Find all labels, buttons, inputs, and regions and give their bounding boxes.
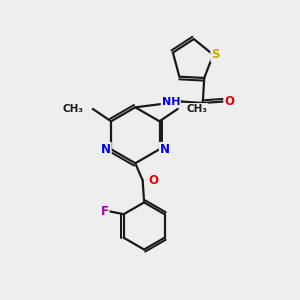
Text: N: N	[101, 143, 111, 156]
Text: NH: NH	[162, 97, 180, 106]
Text: F: F	[100, 205, 109, 218]
Text: O: O	[224, 95, 234, 108]
Text: S: S	[211, 48, 220, 61]
Text: N: N	[160, 143, 170, 156]
Text: O: O	[148, 174, 158, 187]
Text: CH₃: CH₃	[187, 104, 208, 114]
Text: CH₃: CH₃	[63, 104, 84, 114]
